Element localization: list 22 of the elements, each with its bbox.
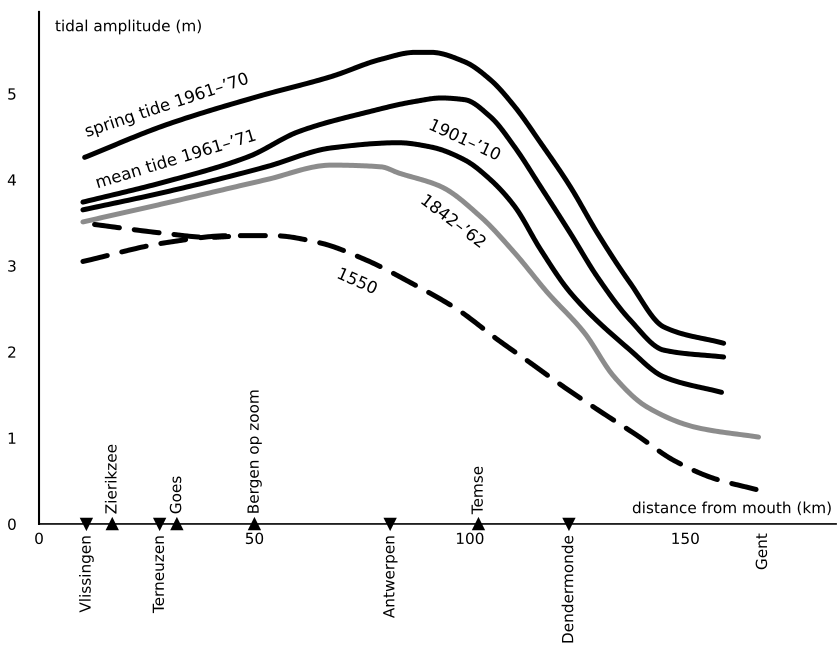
x-tick-label: 50 (246, 532, 264, 544)
annotation: Zierikzee (104, 444, 117, 514)
annotation: Goes (170, 476, 182, 514)
y-tick-label: 2 (8, 346, 16, 358)
annotation: Antwerpen (383, 536, 398, 618)
x-axis-title: distance from mouth (km) (632, 502, 831, 516)
x-tick-label: 0 (35, 532, 43, 544)
x-tick-label: 150 (672, 532, 699, 544)
text: Gent (756, 534, 768, 570)
y-tick-label: 0 (8, 518, 16, 530)
annotation: Dendermonde (562, 536, 574, 643)
annotation: Bergen op zoom (248, 390, 262, 513)
y-tick-label: 5 (8, 88, 16, 100)
annotation: Vlissingen (79, 536, 94, 613)
y-tick-label: 4 (8, 174, 16, 186)
x-tick-label: 100 (456, 532, 484, 544)
y-tick-label: 1 (8, 432, 16, 444)
annotation: Temse (472, 466, 483, 514)
annotation: Terneuzen (152, 536, 164, 614)
y-tick-label: 3 (8, 260, 16, 272)
y-axis-title: tidal amplitude (m) (55, 20, 201, 34)
text: 1550 (337, 266, 378, 294)
